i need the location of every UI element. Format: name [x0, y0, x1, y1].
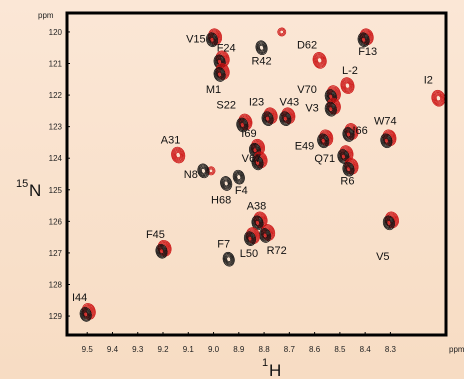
peak-label: V3 — [305, 103, 318, 115]
peak-label: V15 — [186, 33, 206, 45]
x-axis-unit: ppm — [449, 345, 464, 354]
peak-i66 — [342, 123, 359, 142]
peak-label: R72 — [267, 245, 287, 257]
x-tick-label: 9.0 — [208, 345, 220, 354]
y-tick-label: 123 — [49, 123, 63, 132]
peak-label: I69 — [241, 128, 256, 140]
peak-e49 — [317, 129, 334, 149]
peak-v15 — [206, 28, 223, 48]
peak-d62 — [312, 52, 327, 69]
peak-label: F45 — [146, 229, 165, 241]
peak-v5 — [382, 211, 399, 231]
peak-label: S22 — [216, 100, 236, 112]
peak-w74 — [380, 129, 397, 149]
peak-l50 — [243, 227, 260, 246]
peak-label: A31 — [161, 134, 181, 146]
peak-label: L50 — [240, 248, 258, 260]
peak-label: W74 — [374, 115, 397, 127]
peak-label: A38 — [247, 201, 267, 213]
y-tick-label: 121 — [49, 60, 63, 69]
y-tick-label: 125 — [49, 186, 63, 195]
peak-f45 — [155, 239, 172, 259]
peak-h68 — [220, 176, 233, 191]
peak-label: I44 — [72, 292, 87, 304]
peak-label: V70 — [297, 84, 317, 96]
y-tick-label: 127 — [49, 249, 63, 258]
peak-label: V43 — [280, 96, 300, 108]
minor-peak — [277, 27, 287, 37]
peak-f4 — [232, 169, 245, 185]
peaks-layer — [79, 27, 446, 322]
peak-label: F7 — [217, 238, 230, 250]
x-axis-title-nucleus: 1 — [262, 357, 268, 369]
x-tick-label: 8.3 — [385, 345, 397, 354]
peak-r72 — [259, 224, 276, 243]
x-tick-label: 8.5 — [334, 345, 346, 354]
peak-label: I2 — [424, 74, 433, 86]
peak-label: I23 — [249, 96, 264, 108]
y-axis-unit: ppm — [38, 11, 54, 20]
peak-label: D62 — [297, 40, 317, 52]
x-axis: 9.5 9.4 9.3 9.2 9.1 9.0 8.9 8.8 8.7 8.6 8.5 8.4 8.3 — [82, 332, 397, 354]
peak-r42 — [255, 40, 268, 56]
peak-label: R6 — [340, 175, 354, 187]
x-axis-title-main: H — [269, 361, 281, 379]
peak-v70 — [324, 85, 341, 104]
peak-v3 — [324, 97, 341, 117]
peak-label: E49 — [295, 141, 315, 153]
x-tick-label: 8.8 — [259, 345, 271, 354]
y-tick-label: 124 — [49, 154, 63, 163]
peak-label: M1 — [206, 84, 221, 96]
y-tick-label: 129 — [49, 312, 63, 321]
peak-label: I66 — [352, 125, 367, 137]
peak-label: R42 — [251, 55, 271, 67]
y-tick-label: 122 — [49, 91, 63, 100]
peak-a31 — [171, 146, 186, 164]
x-tick-label: 9.5 — [82, 345, 94, 354]
peak-label: V67 — [242, 153, 262, 165]
peak-label: H68 — [211, 194, 231, 206]
peak-l-2 — [340, 77, 355, 94]
x-tick-label: 9.1 — [183, 345, 195, 354]
peak-f7 — [222, 251, 235, 267]
y-tick-label: 128 — [49, 280, 63, 289]
peak-label: F4 — [235, 185, 248, 197]
x-tick-label: 9.2 — [157, 345, 169, 354]
peak-i2 — [431, 89, 446, 107]
peak-m1 — [213, 63, 230, 82]
peak-label: V5 — [376, 251, 389, 263]
peak-f24 — [213, 50, 230, 70]
x-tick-label: 8.7 — [284, 345, 296, 354]
peak-label: F13 — [358, 46, 377, 58]
peak-r6 — [342, 157, 359, 177]
peak-i44 — [79, 303, 96, 322]
x-tick-label: 8.9 — [233, 345, 245, 354]
peak-label: F24 — [217, 43, 236, 55]
plot-frame — [65, 11, 448, 337]
x-tick-label: 8.6 — [309, 345, 321, 354]
x-tick-label: 9.4 — [107, 345, 119, 354]
peak-v67 — [251, 151, 268, 171]
peak-f13 — [357, 28, 374, 48]
x-tick-label: 8.4 — [360, 345, 372, 354]
y-axis-title: 15 N — [16, 178, 41, 200]
peak-label: L-2 — [342, 65, 358, 77]
peak-i23 — [261, 107, 278, 126]
peak-v43 — [279, 107, 296, 126]
peak-label: Q71 — [314, 153, 335, 165]
peak-n8 — [197, 163, 210, 179]
peak-s22 — [236, 113, 253, 133]
x-axis-title: 1 H — [262, 357, 281, 379]
peak-label: N8 — [184, 169, 198, 181]
y-tick-label: 120 — [49, 28, 63, 37]
y-axis-title-main: N — [29, 181, 41, 200]
y-axis-title-nucleus: 15 — [16, 178, 28, 190]
y-tick-label: 126 — [49, 217, 63, 226]
x-tick-label: 9.3 — [132, 345, 144, 354]
